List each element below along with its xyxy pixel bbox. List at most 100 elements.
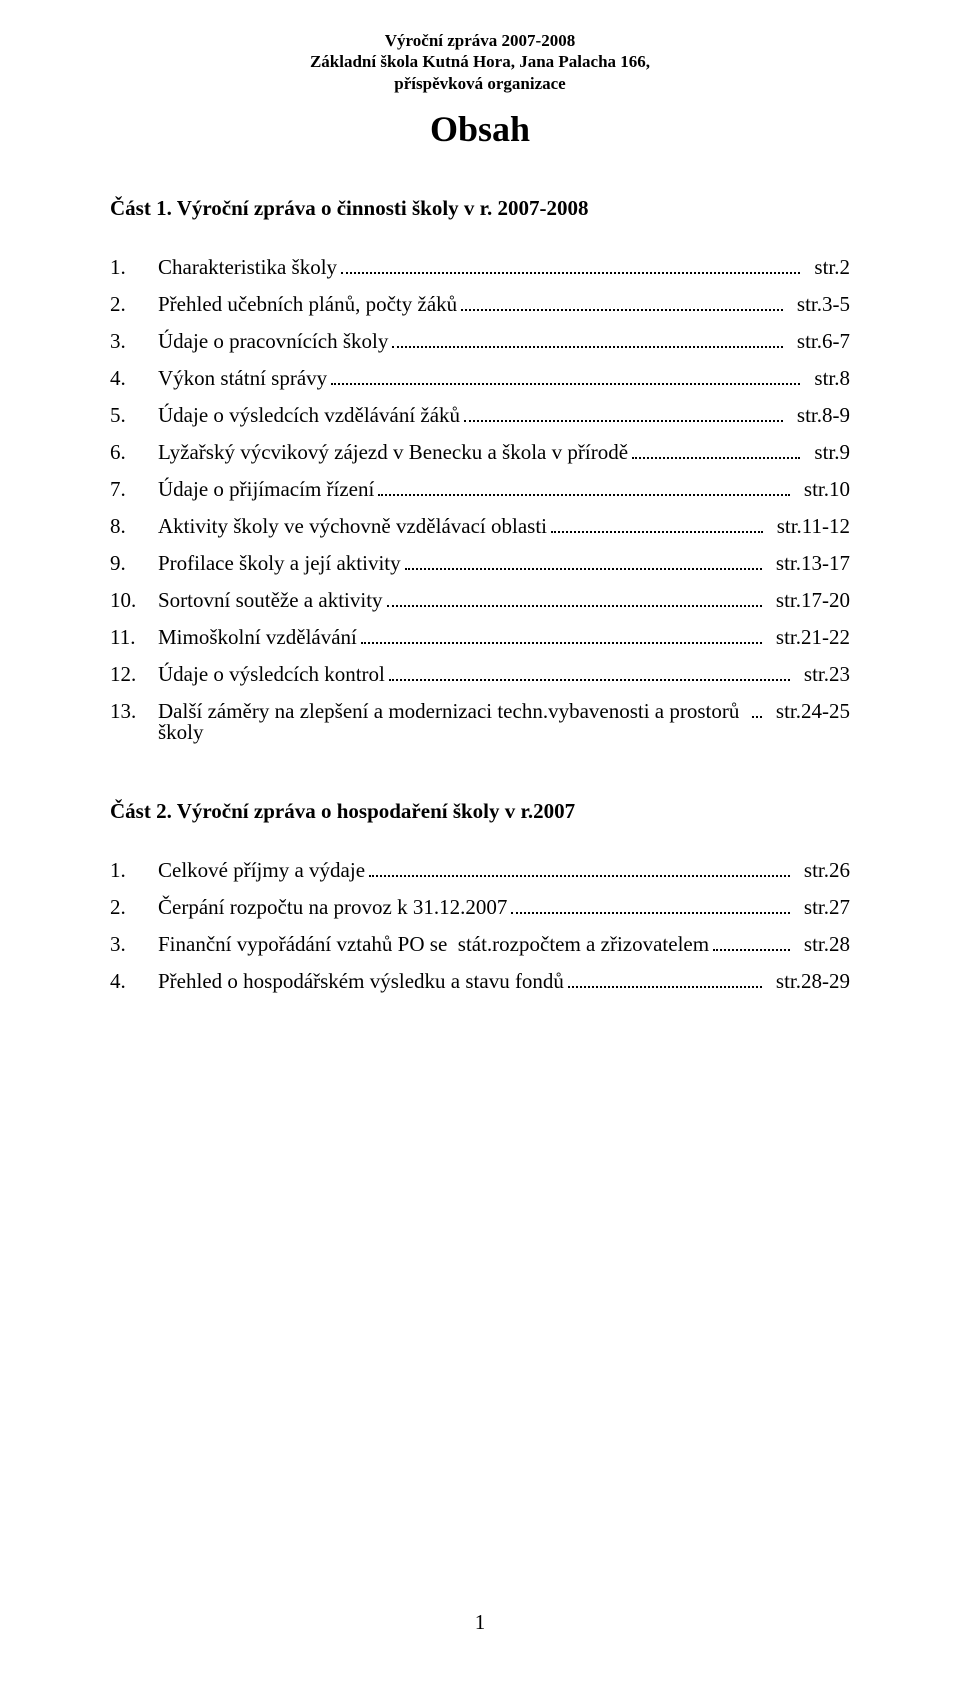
toc-dots bbox=[392, 333, 783, 348]
toc-page: str.6-7 bbox=[787, 331, 850, 352]
toc-label-wrap: Charakteristika školy bbox=[158, 257, 804, 278]
part2-heading: Část 2. Výroční zpráva o hospodaření ško… bbox=[110, 799, 850, 824]
toc-page: str.13-17 bbox=[766, 553, 850, 574]
toc-label-wrap: Mimoškolní vzdělávání bbox=[158, 627, 766, 648]
toc-label-wrap: Lyžařský výcvikový zájezd v Benecku a šk… bbox=[158, 442, 804, 463]
toc-dots bbox=[752, 703, 762, 718]
toc-label-wrap: Finanční vypořádání vztahů PO se stát.ro… bbox=[158, 934, 794, 955]
toc-label: Finanční vypořádání vztahů PO se stát.ro… bbox=[158, 934, 709, 955]
toc-dots bbox=[464, 407, 783, 422]
toc-page: str.9 bbox=[804, 442, 850, 463]
toc-page: str.21-22 bbox=[766, 627, 850, 648]
toc-dots bbox=[461, 296, 783, 311]
toc-row: 6. Lyžařský výcvikový zájezd v Benecku a… bbox=[110, 442, 850, 463]
toc-number: 9. bbox=[110, 553, 158, 574]
toc-row: 1. Celkové příjmy a výdaje str.26 bbox=[110, 860, 850, 881]
toc-page: str.24-25 bbox=[766, 701, 850, 722]
toc-page: str.23 bbox=[794, 664, 850, 685]
toc-page: str.27 bbox=[794, 897, 850, 918]
toc-label-wrap: Celkové příjmy a výdaje bbox=[158, 860, 794, 881]
toc-label: Přehled učebních plánů, počty žáků bbox=[158, 294, 457, 315]
toc-label: Údaje o výsledcích kontrol bbox=[158, 664, 385, 685]
toc-number: 5. bbox=[110, 405, 158, 426]
toc-number: 4. bbox=[110, 971, 158, 992]
toc-dots bbox=[551, 518, 763, 533]
toc-dots bbox=[341, 259, 800, 274]
toc-number: 10. bbox=[110, 590, 158, 611]
toc-label: Celkové příjmy a výdaje bbox=[158, 860, 365, 881]
toc-label: Charakteristika školy bbox=[158, 257, 337, 278]
toc-number: 13. bbox=[110, 701, 158, 722]
toc-row: 7. Údaje o přijímacím řízení str.10 bbox=[110, 479, 850, 500]
toc-row: 10. Sortovní soutěže a aktivity str.17-2… bbox=[110, 590, 850, 611]
toc-row: 2. Přehled učebních plánů, počty žáků st… bbox=[110, 294, 850, 315]
toc-dots bbox=[568, 973, 762, 988]
toc-page: str.28 bbox=[794, 934, 850, 955]
toc-number: 4. bbox=[110, 368, 158, 389]
toc-dots bbox=[331, 370, 800, 385]
document-header: Výroční zpráva 2007-2008 Základní škola … bbox=[110, 30, 850, 94]
toc-dots bbox=[378, 481, 790, 496]
toc-row: 9. Profilace školy a její aktivity str.1… bbox=[110, 553, 850, 574]
toc-number: 2. bbox=[110, 294, 158, 315]
toc-label-wrap: Přehled o hospodářském výsledku a stavu … bbox=[158, 971, 766, 992]
toc-label-wrap: Údaje o přijímacím řízení bbox=[158, 479, 794, 500]
toc-page: str.17-20 bbox=[766, 590, 850, 611]
toc-label-wrap: Výkon státní správy bbox=[158, 368, 804, 389]
toc-row: 1. Charakteristika školy str.2 bbox=[110, 257, 850, 278]
toc-number: 12. bbox=[110, 664, 158, 685]
toc-label-wrap: Údaje o výsledcích vzdělávání žáků bbox=[158, 405, 787, 426]
toc-label: Profilace školy a její aktivity bbox=[158, 553, 401, 574]
toc-row: 11. Mimoškolní vzdělávání str.21-22 bbox=[110, 627, 850, 648]
toc-number: 8. bbox=[110, 516, 158, 537]
toc-number: 2. bbox=[110, 897, 158, 918]
toc-row: 8. Aktivity školy ve výchovně vzdělávací… bbox=[110, 516, 850, 537]
toc-number: 3. bbox=[110, 934, 158, 955]
part1-toc: 1. Charakteristika školy str.2 2. Přehle… bbox=[110, 257, 850, 743]
part2-toc: 1. Celkové příjmy a výdaje str.26 2. Čer… bbox=[110, 860, 850, 992]
toc-label: Další záměry na zlepšení a modernizaci t… bbox=[158, 701, 748, 743]
toc-row: 3. Údaje o pracovnících školy str.6-7 bbox=[110, 331, 850, 352]
toc-label-wrap: Údaje o pracovnících školy bbox=[158, 331, 787, 352]
toc-row: 13. Další záměry na zlepšení a moderniza… bbox=[110, 701, 850, 743]
toc-page: str.8-9 bbox=[787, 405, 850, 426]
header-line-1: Výroční zpráva 2007-2008 bbox=[110, 30, 850, 51]
toc-row: 4. Přehled o hospodářském výsledku a sta… bbox=[110, 971, 850, 992]
toc-number: 6. bbox=[110, 442, 158, 463]
toc-number: 1. bbox=[110, 257, 158, 278]
toc-dots bbox=[713, 936, 790, 951]
toc-page: str.11-12 bbox=[767, 516, 850, 537]
toc-label: Aktivity školy ve výchovně vzdělávací ob… bbox=[158, 516, 547, 537]
toc-label: Lyžařský výcvikový zájezd v Benecku a šk… bbox=[158, 442, 628, 463]
header-line-2: Základní škola Kutná Hora, Jana Palacha … bbox=[110, 51, 850, 72]
toc-number: 11. bbox=[110, 627, 158, 648]
toc-number: 1. bbox=[110, 860, 158, 881]
header-line-3: příspěvková organizace bbox=[110, 73, 850, 94]
toc-label-wrap: Další záměry na zlepšení a modernizaci t… bbox=[158, 701, 766, 743]
document-title: Obsah bbox=[110, 108, 850, 150]
toc-label: Sortovní soutěže a aktivity bbox=[158, 590, 383, 611]
toc-page: str.2 bbox=[804, 257, 850, 278]
toc-label-wrap: Aktivity školy ve výchovně vzdělávací ob… bbox=[158, 516, 767, 537]
toc-page: str.28-29 bbox=[766, 971, 850, 992]
toc-number: 7. bbox=[110, 479, 158, 500]
toc-row: 2. Čerpání rozpočtu na provoz k 31.12.20… bbox=[110, 897, 850, 918]
part1-heading: Část 1. Výroční zpráva o činnosti školy … bbox=[110, 196, 850, 221]
toc-label-wrap: Údaje o výsledcích kontrol bbox=[158, 664, 794, 685]
toc-dots bbox=[361, 629, 762, 644]
toc-number: 3. bbox=[110, 331, 158, 352]
page-number: 1 bbox=[0, 1610, 960, 1635]
toc-page: str.3-5 bbox=[787, 294, 850, 315]
toc-label: Mimoškolní vzdělávání bbox=[158, 627, 357, 648]
toc-label-wrap: Čerpání rozpočtu na provoz k 31.12.2007 bbox=[158, 897, 794, 918]
toc-dots bbox=[369, 862, 790, 877]
toc-label: Přehled o hospodářském výsledku a stavu … bbox=[158, 971, 564, 992]
toc-row: 3. Finanční vypořádání vztahů PO se stát… bbox=[110, 934, 850, 955]
toc-row: 4. Výkon státní správy str.8 bbox=[110, 368, 850, 389]
toc-label-wrap: Přehled učebních plánů, počty žáků bbox=[158, 294, 787, 315]
toc-label: Údaje o výsledcích vzdělávání žáků bbox=[158, 405, 460, 426]
toc-label-wrap: Profilace školy a její aktivity bbox=[158, 553, 766, 574]
toc-dots bbox=[405, 555, 762, 570]
toc-page: str.8 bbox=[804, 368, 850, 389]
toc-page: str.26 bbox=[794, 860, 850, 881]
